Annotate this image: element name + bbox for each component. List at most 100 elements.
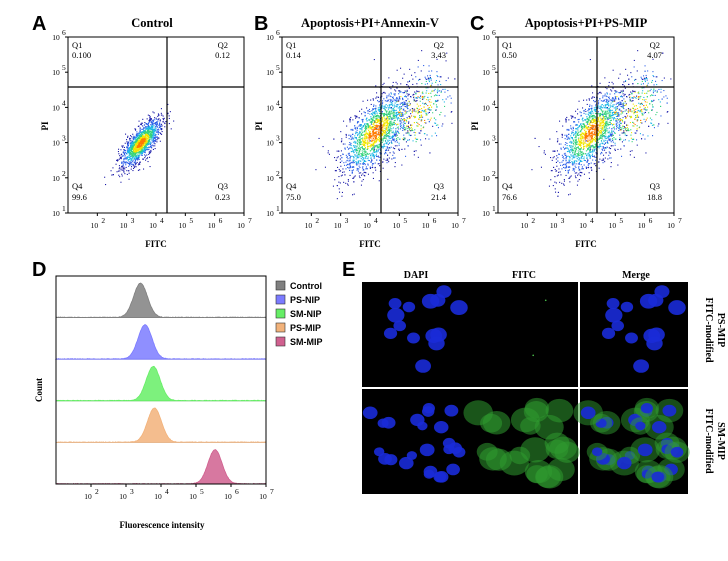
- scatter-point: [405, 141, 407, 143]
- scatter-point: [407, 105, 409, 107]
- scatter-point: [592, 147, 594, 149]
- scatter-point: [405, 132, 407, 134]
- scatter-point: [419, 105, 421, 107]
- x-tick-label: 10: [363, 221, 371, 230]
- scatter-point: [132, 155, 134, 157]
- scatter-point: [617, 102, 619, 104]
- scatter-point: [362, 179, 364, 181]
- scatter-point: [402, 138, 404, 140]
- scatter-point: [619, 127, 621, 129]
- scatter-point: [407, 139, 409, 141]
- scatter-point: [138, 137, 140, 139]
- scatter-point: [348, 167, 350, 169]
- scatter-point: [150, 135, 152, 137]
- scatter-point: [364, 171, 366, 173]
- scatter-point: [389, 121, 391, 123]
- scatter-point: [426, 114, 428, 116]
- scatter-point: [610, 116, 612, 118]
- scatter-point: [410, 126, 412, 128]
- scatter-point: [363, 153, 365, 155]
- scatter-point: [568, 166, 570, 168]
- scatter-point: [419, 97, 421, 99]
- scatter-point: [373, 113, 375, 115]
- scatter-point: [388, 112, 390, 114]
- scatter-point: [605, 118, 607, 120]
- x-tick-exponent: 2: [101, 216, 105, 225]
- x-tick-exponent: 7: [462, 216, 466, 225]
- scatter-point: [151, 128, 153, 130]
- scatter-point: [385, 119, 387, 121]
- scatter-point: [406, 105, 408, 107]
- scatter-point: [590, 140, 592, 142]
- scatter-point: [398, 100, 400, 102]
- scatter-point: [388, 130, 390, 132]
- scatter-point: [610, 89, 612, 91]
- y-tick-label: 10: [52, 68, 60, 77]
- scatter-point: [369, 119, 371, 121]
- scatter-point: [362, 100, 364, 102]
- scatter-point: [130, 148, 132, 150]
- scatter-point: [132, 153, 134, 155]
- scatter-point: [611, 130, 613, 132]
- scatter-point: [126, 173, 128, 175]
- scatter-point: [371, 135, 373, 137]
- scatter-point: [383, 136, 385, 138]
- y-tick-label: 10: [52, 33, 60, 42]
- scatter-point: [389, 116, 391, 118]
- scatter-point: [368, 136, 370, 138]
- scatter-point: [577, 141, 579, 143]
- scatter-point: [587, 153, 589, 155]
- scatter-point: [439, 114, 441, 116]
- scatter-point: [570, 135, 572, 137]
- scatter-point: [444, 91, 446, 93]
- scatter-point: [151, 129, 153, 131]
- scatter-point: [574, 156, 576, 158]
- scatter-point: [377, 107, 379, 109]
- scatter-point: [387, 133, 389, 135]
- scatter-point: [365, 172, 367, 174]
- scatter-point: [431, 70, 433, 72]
- scatter-point: [139, 132, 141, 134]
- scatter-point: [607, 101, 609, 103]
- scatter-point: [398, 142, 400, 144]
- scatter-point: [408, 100, 410, 102]
- scatter-point: [578, 126, 580, 128]
- scatter-point: [425, 112, 427, 114]
- scatter-point: [132, 142, 134, 144]
- scatter-point: [597, 137, 599, 139]
- scatter-point: [158, 114, 160, 116]
- scatter-point: [386, 117, 388, 119]
- scatter-point: [135, 163, 137, 165]
- plot-a-q2-label: Q2: [218, 40, 228, 50]
- scatter-point: [127, 150, 129, 152]
- scatter-point: [364, 126, 366, 128]
- scatter-point: [363, 134, 365, 136]
- scatter-point: [146, 126, 148, 128]
- scatter-point: [135, 139, 137, 141]
- scatter-point: [649, 90, 651, 92]
- scatter-point: [378, 117, 380, 119]
- scatter-point: [365, 156, 367, 158]
- scatter-point: [575, 131, 577, 133]
- scatter-point: [378, 128, 380, 130]
- scatter-point: [149, 128, 151, 130]
- scatter-point: [631, 141, 633, 143]
- scatter-point: [405, 112, 407, 114]
- scatter-point: [141, 151, 143, 153]
- scatter-point: [389, 135, 391, 137]
- scatter-point: [634, 124, 636, 126]
- scatter-point: [340, 150, 342, 152]
- scatter-point: [342, 153, 344, 155]
- scatter-point: [612, 145, 614, 147]
- scatter-point: [608, 112, 610, 114]
- scatter-point: [406, 103, 408, 105]
- scatter-point: [356, 149, 358, 151]
- scatter-point: [147, 132, 149, 134]
- scatter-point: [374, 133, 376, 135]
- scatter-point: [607, 112, 609, 114]
- scatter-point: [581, 128, 583, 130]
- scatter-point: [409, 104, 411, 106]
- scatter-point: [584, 129, 586, 131]
- scatter-point: [349, 118, 351, 120]
- scatter-point: [387, 113, 389, 115]
